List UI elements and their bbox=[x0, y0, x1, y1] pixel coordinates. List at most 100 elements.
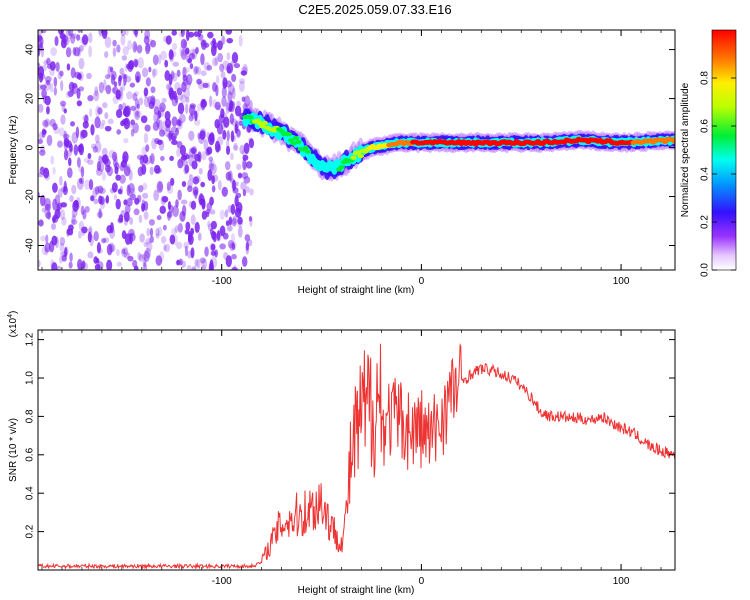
colorbar-tick-label: 0.6 bbox=[700, 119, 711, 133]
noise-speckle bbox=[53, 213, 58, 221]
noise-speckle bbox=[226, 138, 230, 151]
noise-speckle bbox=[201, 258, 208, 270]
noise-speckle bbox=[82, 209, 87, 220]
noise-speckle bbox=[229, 242, 236, 251]
noise-speckle bbox=[121, 73, 128, 79]
noise-speckle bbox=[171, 139, 178, 146]
noise-speckle bbox=[214, 101, 221, 110]
noise-speckle bbox=[207, 220, 211, 228]
noise-speckle bbox=[221, 96, 227, 107]
noise-speckle bbox=[152, 121, 160, 132]
noise-speckle bbox=[215, 75, 220, 85]
noise-speckle bbox=[75, 197, 81, 209]
noise-speckle bbox=[139, 233, 145, 243]
noise-speckle bbox=[211, 42, 218, 52]
noise-speckle bbox=[44, 207, 51, 219]
noise-speckle bbox=[112, 39, 117, 47]
ridge-mark bbox=[288, 138, 295, 143]
noise-speckle bbox=[181, 81, 187, 93]
noise-speckle bbox=[71, 82, 78, 89]
noise-speckle bbox=[226, 66, 232, 74]
noise-speckle bbox=[196, 78, 202, 85]
noise-speckle bbox=[129, 82, 136, 88]
noise-speckle bbox=[177, 158, 184, 169]
noise-speckle bbox=[106, 166, 113, 177]
noise-speckle bbox=[122, 151, 129, 164]
noise-speckle bbox=[169, 234, 176, 245]
noise-speckle bbox=[233, 62, 241, 69]
noise-speckle bbox=[209, 209, 216, 215]
noise-speckle bbox=[127, 40, 133, 50]
noise-speckle bbox=[95, 105, 101, 118]
noise-speckle bbox=[81, 226, 88, 234]
noise-speckle bbox=[196, 103, 202, 112]
noise-speckle bbox=[94, 86, 99, 97]
noise-speckle bbox=[194, 259, 199, 267]
noise-speckle bbox=[223, 116, 230, 128]
noise-speckle bbox=[220, 120, 226, 131]
noise-speckle bbox=[53, 86, 57, 96]
noise-speckle bbox=[226, 225, 233, 232]
noise-speckle bbox=[57, 140, 63, 148]
noise-speckle bbox=[171, 50, 177, 58]
noise-speckle bbox=[88, 108, 93, 118]
noise-speckle bbox=[149, 227, 154, 237]
noise-speckle bbox=[185, 96, 190, 103]
ridge-mark bbox=[261, 120, 269, 126]
noise-speckle bbox=[77, 144, 83, 153]
noise-speckle bbox=[199, 130, 206, 140]
noise-speckle bbox=[50, 47, 57, 56]
noise-speckle bbox=[143, 35, 150, 45]
noise-speckle bbox=[191, 266, 197, 270]
noise-speckle bbox=[108, 244, 116, 253]
noise-speckle bbox=[53, 76, 58, 88]
snr-y-tick-label: 0.8 bbox=[25, 409, 36, 423]
noise-speckle bbox=[61, 34, 69, 43]
noise-speckle bbox=[132, 122, 139, 134]
noise-speckle bbox=[218, 114, 225, 124]
noise-speckle bbox=[135, 110, 139, 116]
noise-speckle bbox=[128, 232, 136, 242]
noise-speckle bbox=[232, 179, 236, 191]
noise-speckle bbox=[242, 102, 248, 111]
noise-speckle bbox=[116, 129, 122, 135]
noise-speckle bbox=[166, 133, 173, 139]
noise-speckle bbox=[42, 129, 47, 135]
noise-speckle bbox=[177, 189, 182, 201]
noise-speckle bbox=[49, 82, 54, 93]
noise-speckle bbox=[103, 79, 107, 91]
noise-speckle bbox=[226, 130, 230, 141]
noise-speckle bbox=[194, 65, 199, 74]
noise-speckle bbox=[101, 154, 108, 164]
noise-speckle bbox=[238, 117, 243, 127]
noise-speckle bbox=[125, 75, 132, 83]
noise-speckle bbox=[82, 120, 89, 129]
noise-speckle bbox=[161, 195, 169, 203]
noise-speckle bbox=[239, 144, 245, 155]
noise-speckle bbox=[191, 146, 197, 155]
noise-speckle bbox=[113, 159, 118, 169]
noise-speckle bbox=[73, 144, 79, 156]
noise-speckle bbox=[143, 200, 149, 211]
noise-speckle bbox=[111, 182, 118, 193]
colorbar-tick-label: 0.8 bbox=[700, 71, 711, 85]
noise-speckle bbox=[95, 134, 100, 144]
noise-speckle bbox=[68, 30, 74, 37]
noise-speckle bbox=[57, 30, 65, 36]
noise-speckle bbox=[39, 149, 46, 156]
noise-speckle bbox=[231, 266, 239, 270]
noise-speckle bbox=[123, 165, 131, 177]
noise-speckle bbox=[226, 37, 234, 44]
ridge-mark bbox=[247, 115, 254, 120]
noise-speckle bbox=[38, 72, 44, 83]
noise-speckle bbox=[109, 242, 115, 253]
noise-speckle bbox=[144, 247, 151, 259]
noise-speckle bbox=[38, 138, 43, 145]
noise-speckle bbox=[54, 35, 59, 47]
noise-speckle bbox=[208, 163, 215, 171]
noise-speckle bbox=[201, 198, 206, 210]
noise-speckle bbox=[170, 126, 178, 133]
noise-speckle bbox=[182, 159, 189, 167]
noise-speckle bbox=[98, 208, 102, 219]
noise-speckle bbox=[190, 214, 196, 226]
